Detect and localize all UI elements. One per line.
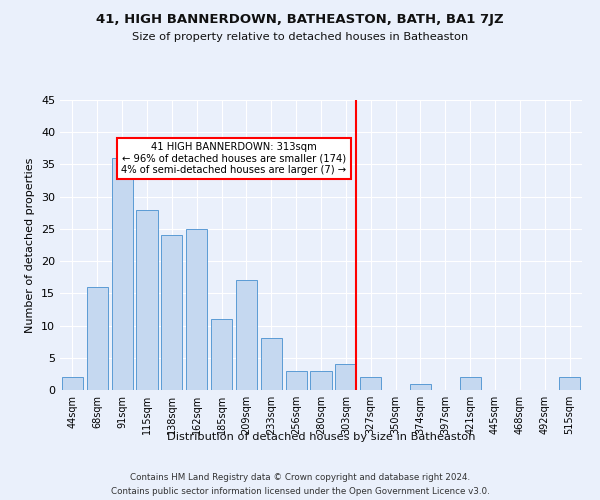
Bar [310,370,332,390]
Y-axis label: Number of detached properties: Number of detached properties [25,158,35,332]
Bar [136,210,158,390]
Text: Size of property relative to detached houses in Batheaston: Size of property relative to detached ho… [132,32,468,42]
Bar [186,229,207,390]
Text: Distribution of detached houses by size in Batheaston: Distribution of detached houses by size … [167,432,475,442]
Text: 41 HIGH BANNERDOWN: 313sqm
← 96% of detached houses are smaller (174)
4% of semi: 41 HIGH BANNERDOWN: 313sqm ← 96% of deta… [121,142,347,175]
Text: Contains public sector information licensed under the Open Government Licence v3: Contains public sector information licen… [110,488,490,496]
Bar [62,377,83,390]
Bar [360,377,381,390]
Bar [161,236,182,390]
Bar [286,370,307,390]
Bar [460,377,481,390]
Text: 41, HIGH BANNERDOWN, BATHEASTON, BATH, BA1 7JZ: 41, HIGH BANNERDOWN, BATHEASTON, BATH, B… [96,12,504,26]
Bar [236,280,257,390]
Bar [261,338,282,390]
Bar [559,377,580,390]
Bar [112,158,133,390]
Text: Contains HM Land Registry data © Crown copyright and database right 2024.: Contains HM Land Registry data © Crown c… [130,472,470,482]
Bar [410,384,431,390]
Bar [87,287,108,390]
Bar [211,319,232,390]
Bar [335,364,356,390]
